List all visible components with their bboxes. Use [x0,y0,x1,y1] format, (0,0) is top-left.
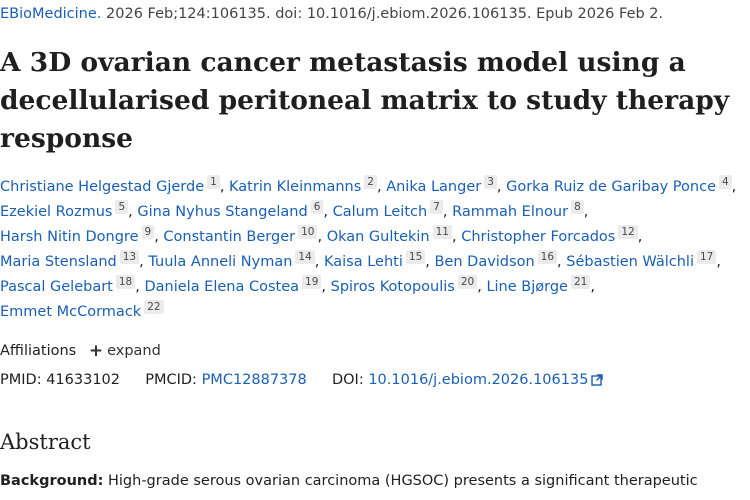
affiliations-toggle-row: Affiliations + expand [0,340,161,362]
affiliation-badge[interactable]: 5 [115,200,129,214]
author-link[interactable]: Constantin Berger [163,229,296,245]
author-link[interactable]: Anika Langer [386,179,482,195]
author-link[interactable]: Okan Gultekin [326,229,430,245]
doi-label: DOI: [331,372,364,388]
doi-value: 10.1016/j.ebiom.2026.106135 [368,372,589,388]
author-row: Pascal Gelebart 18, Daniela Elena Costea 1… [0,275,595,295]
external-link-icon [591,371,604,393]
affiliation-badge[interactable]: 9 [141,225,155,239]
affiliation-badge[interactable]: 7 [430,200,443,214]
affiliation-badge[interactable]: 11 [432,225,452,239]
author-row: Emmet McCormack 22 [0,300,750,325]
author-link[interactable]: Calum Leitch [332,204,428,220]
pmcid-link[interactable]: PMC12887378 [201,372,307,388]
author-link[interactable]: Line Bjørge [486,279,568,295]
author-link[interactable]: Emmet McCormack [0,304,142,320]
affiliations-label: Affiliations [0,343,77,359]
author-row: Maria Stensland 13, Tuula Anneli Nyman 14,… [0,250,721,270]
abstract-background: Background: High-grade serous ovarian ca… [0,470,750,492]
affiliation-badge[interactable]: 15 [405,250,426,264]
affiliation-badge[interactable]: 17 [696,250,717,264]
affiliation-badge[interactable]: 21 [570,275,591,289]
author-list: Christiane Helgestad Gjerde 1, Katrin Kle… [0,175,750,325]
affiliation-badge[interactable]: 20 [457,275,478,289]
pmcid-label: PMCID: [145,372,197,388]
author-link[interactable]: Daniela Elena Costea [144,279,300,295]
author-link[interactable]: Gorka Ruiz de Garibay Ponce [506,179,716,195]
abstract-heading: Abstract [0,430,91,454]
background-label: Background: [0,473,104,489]
affiliation-badge[interactable]: 19 [302,275,322,289]
author-link[interactable]: Tuula Anneli Nyman [148,254,293,270]
author-link[interactable]: Kaisa Lehti [324,254,403,270]
author-link[interactable]: Christiane Helgestad Gjerde [0,179,205,195]
affiliation-badge[interactable]: 2 [364,175,377,189]
author-link[interactable]: Rammah Elnour [452,204,569,220]
author-link[interactable]: Pascal Gelebart [0,279,113,295]
affiliation-badge[interactable]: 22 [144,300,164,314]
affiliation-badge[interactable]: 13 [119,250,140,264]
author-link[interactable]: Spiros Kotopoulis [330,279,455,295]
affiliation-badge[interactable]: 4 [718,175,732,189]
identifiers-row: PMID: 41633102 PMCID: PMC12887378 DOI: 1… [0,369,604,393]
affiliation-badge[interactable]: 6 [310,200,324,214]
author-link[interactable]: Maria Stensland [0,254,117,270]
author-row: Christiane Helgestad Gjerde 1, Katrin Kle… [0,175,737,195]
citation-line: EBioMedicine. 2026 Feb;124:106135. doi: … [0,3,750,25]
pmid-value: 41633102 [46,372,121,388]
author-link[interactable]: Gina Nyhus Stangeland [137,204,308,220]
author-link[interactable]: Sébastien Wälchli [566,254,694,270]
author-link[interactable]: Ezekiel Rozmus [0,204,113,220]
affiliation-badge[interactable]: 10 [298,225,318,239]
affiliation-badge[interactable]: 18 [115,275,136,289]
author-row: Ezekiel Rozmus 5, Gina Nyhus Stangeland 6,… [0,200,589,220]
doi-link[interactable]: 10.1016/j.ebiom.2026.106135 [368,372,604,388]
citation-details: 2026 Feb;124:106135. doi: 10.1016/j.ebio… [101,6,664,22]
expand-affiliations-button[interactable]: + expand [88,341,161,361]
author-row: Harsh Nitin Dongre 9, Constantin Berger 10… [0,225,643,245]
author-link[interactable]: Ben Davidson [434,254,535,270]
author-link[interactable]: Christopher Forcados [461,229,616,245]
affiliation-badge[interactable]: 3 [484,175,497,189]
author-link[interactable]: Katrin Kleinmanns [229,179,362,195]
affiliation-badge[interactable]: 1 [207,175,220,189]
author-link[interactable]: Harsh Nitin Dongre [0,229,139,245]
article-title: A 3D ovarian cancer metastasis model usi… [0,47,730,154]
background-text: High-grade serous ovarian carcinoma (HGS… [103,473,698,489]
expand-label: expand [107,343,161,359]
affiliation-badge[interactable]: 12 [618,225,638,239]
affiliation-badge[interactable]: 8 [571,200,584,214]
affiliation-badge[interactable]: 16 [537,250,558,264]
journal-link[interactable]: EBioMedicine. [0,6,102,22]
pmid-label: PMID: [0,372,42,388]
affiliation-badge[interactable]: 14 [295,250,315,264]
plus-icon: + [88,341,104,361]
